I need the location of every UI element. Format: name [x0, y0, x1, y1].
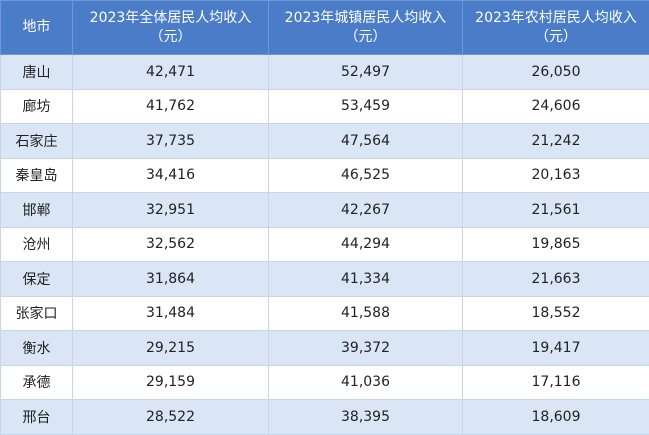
- income-cell: 26,050: [463, 55, 649, 90]
- income-cell: 32,951: [73, 193, 269, 228]
- city-cell: 秦皇岛: [1, 158, 73, 193]
- income-cell: 34,416: [73, 158, 269, 193]
- income-cell: 18,609: [463, 400, 649, 435]
- city-cell: 衡水: [1, 331, 73, 366]
- income-cell: 39,372: [269, 331, 463, 366]
- income-cell: 21,242: [463, 124, 649, 159]
- income-cell: 20,163: [463, 158, 649, 193]
- income-cell: 29,215: [73, 331, 269, 366]
- income-cell: 53,459: [269, 89, 463, 124]
- income-cell: 29,159: [73, 365, 269, 400]
- income-cell: 44,294: [269, 227, 463, 262]
- city-cell: 承德: [1, 365, 73, 400]
- income-cell: 42,267: [269, 193, 463, 228]
- income-cell: 52,497: [269, 55, 463, 90]
- income-cell: 38,395: [269, 400, 463, 435]
- city-cell: 廊坊: [1, 89, 73, 124]
- income-cell: 21,663: [463, 262, 649, 297]
- income-cell: 41,762: [73, 89, 269, 124]
- header-cell: 2023年城镇居民人均收入 （元）: [269, 1, 463, 55]
- income-cell: 42,471: [73, 55, 269, 90]
- income-cell: 37,735: [73, 124, 269, 159]
- income-cell: 41,036: [269, 365, 463, 400]
- header-cell: 2023年全体居民人均收入 （元）: [73, 1, 269, 55]
- income-cell: 19,417: [463, 331, 649, 366]
- income-cell: 18,552: [463, 296, 649, 331]
- income-cell: 17,116: [463, 365, 649, 400]
- city-cell: 唐山: [1, 55, 73, 90]
- income-cell: 47,564: [269, 124, 463, 159]
- header-cell: 2023年农村居民人均收入 （元）: [463, 1, 649, 55]
- income-cell: 41,588: [269, 296, 463, 331]
- income-cell: 41,334: [269, 262, 463, 297]
- city-cell: 邢台: [1, 400, 73, 435]
- income-cell: 31,864: [73, 262, 269, 297]
- income-cell: 24,606: [463, 89, 649, 124]
- income-cell: 28,522: [73, 400, 269, 435]
- city-cell: 张家口: [1, 296, 73, 331]
- income-cell: 46,525: [269, 158, 463, 193]
- city-cell: 石家庄: [1, 124, 73, 159]
- income-cell: 32,562: [73, 227, 269, 262]
- income-cell: 21,561: [463, 193, 649, 228]
- header-cell: 地市: [1, 1, 73, 55]
- city-cell: 邯郸: [1, 193, 73, 228]
- city-cell: 沧州: [1, 227, 73, 262]
- income-cell: 19,865: [463, 227, 649, 262]
- city-cell: 保定: [1, 262, 73, 297]
- income-cell: 31,484: [73, 296, 269, 331]
